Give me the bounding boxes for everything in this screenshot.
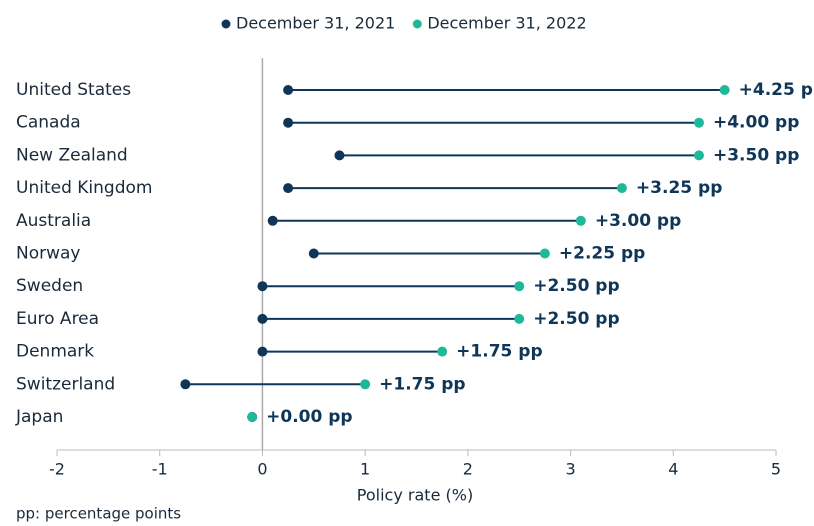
change-label: +2.50 pp [533, 309, 619, 329]
x-tick-label: 2 [463, 460, 473, 479]
dot-2021 [283, 85, 294, 95]
change-label: +4.00 pp [713, 113, 799, 133]
dot-2022 [693, 117, 704, 128]
dot-2022 [616, 183, 627, 194]
legend-label: December 31, 2021 [236, 14, 395, 33]
x-tick-label: 3 [565, 460, 575, 479]
legend-marker [412, 19, 422, 29]
y-tick-label: Switzerland [16, 374, 115, 394]
x-tick-label: -2 [49, 460, 65, 479]
change-label: +0.00 pp [266, 407, 352, 427]
y-tick-label: Sweden [16, 276, 83, 296]
footnote: pp: percentage points [16, 505, 181, 523]
dot-2022 [360, 379, 371, 390]
dot-2021 [283, 183, 294, 194]
x-tick-label: 4 [668, 460, 678, 479]
change-label: +1.75 pp [379, 374, 465, 394]
change-label: +2.50 pp [533, 276, 619, 296]
change-label: +3.25 pp [636, 178, 722, 198]
y-tick-label: Australia [16, 211, 91, 231]
x-tick-label: 0 [257, 460, 267, 479]
y-tick-label: United Kingdom [16, 178, 152, 198]
dot-2021 [257, 346, 268, 357]
y-tick-label: Canada [16, 113, 81, 133]
y-tick-label: Euro Area [16, 309, 99, 329]
y-tick-label: Denmark [16, 342, 94, 362]
legend-label: December 31, 2022 [427, 14, 586, 33]
dot-2021 [334, 150, 345, 161]
dot-2021 [257, 281, 268, 292]
dot-2021 [267, 215, 278, 226]
dot-2022 [575, 215, 586, 226]
legend-marker [221, 19, 231, 29]
change-label: +1.75 pp [456, 342, 542, 362]
change-label: +2.25 pp [559, 244, 645, 264]
dot-2021 [257, 313, 268, 324]
dot-2021 [180, 379, 191, 390]
y-tick-label: United States [16, 80, 131, 100]
change-label: +4.25 pp [739, 80, 814, 100]
x-tick-label: -1 [152, 460, 168, 479]
dot-2022 [693, 150, 704, 161]
x-tick-label: 1 [360, 460, 370, 479]
dot-2021 [283, 117, 294, 128]
dot-2022 [514, 313, 525, 324]
dot-2022 [437, 346, 448, 357]
change-label: +3.00 pp [595, 211, 681, 231]
dot-2021 [308, 248, 319, 259]
x-axis-title: Policy rate (%) [357, 486, 473, 505]
y-tick-label: New Zealand [16, 145, 128, 165]
dot-2022 [539, 248, 550, 259]
y-tick-label: Norway [16, 244, 81, 264]
dot-2022 [247, 412, 258, 422]
dot-2022 [514, 281, 525, 292]
y-tick-label: Japan [15, 407, 63, 427]
x-tick-label: 5 [771, 460, 781, 479]
dot-2022 [719, 85, 730, 95]
change-label: +3.50 pp [713, 145, 799, 165]
